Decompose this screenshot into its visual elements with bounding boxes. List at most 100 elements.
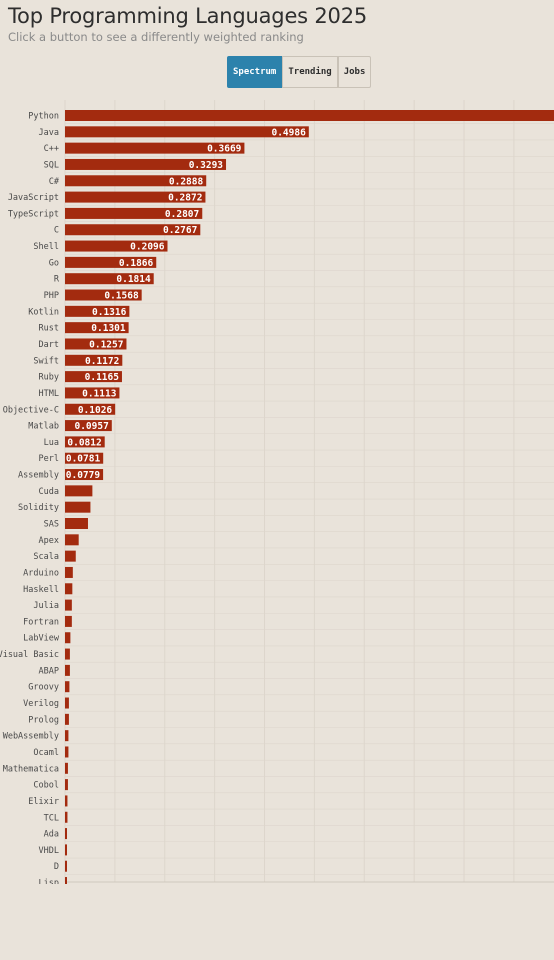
value-label: 0.1316 [92,307,127,318]
bar-webassembly[interactable] [65,730,69,742]
bar-shell[interactable] [65,240,168,252]
category-label: WebAssembly [3,732,59,742]
bar-matlab[interactable] [65,420,112,432]
category-label: Swift [33,356,59,366]
bar-julia[interactable] [65,599,72,611]
bar-perl[interactable] [65,452,104,464]
page-subtitle: Click a button to see a differently weig… [8,30,304,44]
bar-php[interactable] [65,289,142,301]
bar-kotlin[interactable] [65,305,130,317]
spectrum-button[interactable]: Spectrum [227,56,283,88]
category-label: LabView [23,634,60,644]
bar-lua[interactable] [65,436,105,448]
bar-dart[interactable] [65,338,127,350]
bar-haskell[interactable] [65,583,73,595]
bar-c-[interactable] [65,175,207,187]
value-label: 0.1301 [91,323,126,334]
bar-assembly[interactable] [65,469,104,481]
value-label: 0.2888 [169,176,204,187]
category-label: PHP [44,291,59,301]
bar-groovy[interactable] [65,681,70,693]
bar-vhdl[interactable] [65,844,67,856]
bar-mathematica[interactable] [65,762,68,774]
category-label: Scala [33,552,59,562]
value-label: 0.1165 [85,372,120,383]
category-label: TypeScript [8,209,59,219]
bar-python[interactable] [65,110,554,121]
bar-sql[interactable] [65,158,227,170]
bar-solidity[interactable] [65,501,91,513]
value-label: 0.1172 [85,356,119,367]
bar-elixir[interactable] [65,795,68,807]
bar-ada[interactable] [65,828,67,840]
value-label: 0.1113 [82,388,117,399]
value-label: 0.3293 [189,160,224,171]
category-label: SAS [44,520,59,530]
value-label: 0.1257 [89,339,123,350]
bar-swift[interactable] [65,354,123,366]
category-label: JavaScript [8,193,59,203]
category-label: Rust [39,324,59,334]
bar-lisp[interactable] [65,877,67,884]
category-label: Cuda [39,487,59,497]
category-label: Objective-C [3,405,59,415]
value-label: 0.3669 [207,144,242,155]
bar-sas[interactable] [65,518,88,529]
value-label: 0.2872 [168,193,202,204]
category-label: Arduino [23,568,59,578]
bar-html[interactable] [65,387,120,399]
bar-verilog[interactable] [65,697,69,709]
bar-java[interactable] [65,126,309,138]
category-label: Julia [33,601,59,611]
value-label: 0.4986 [271,127,306,138]
bar-cobol[interactable] [65,779,68,791]
trending-button[interactable]: Trending [282,56,338,88]
category-label: Elixir [28,797,59,807]
bar-objective-c[interactable] [65,403,116,415]
category-label: C++ [44,144,59,154]
category-label: ABAP [39,666,59,676]
category-label: Perl [39,454,59,464]
bar-javascript[interactable] [65,191,206,203]
bar-ruby[interactable] [65,371,122,383]
category-label: Assembly [18,471,59,481]
bar-visual-basic[interactable] [65,648,70,660]
bar-prolog[interactable] [65,713,69,725]
value-label: 0.1814 [116,274,151,285]
ranking-button-group: Spectrum Trending Jobs [227,56,372,88]
bar-tcl[interactable] [65,811,68,823]
bar-labview[interactable] [65,632,71,644]
category-label: HTML [39,389,59,399]
category-label: Lua [44,438,59,448]
value-label: 0.2096 [130,242,165,253]
ranking-bar-chart: Python Java 0.4986 C++ 0.3669 SQL 0.3293 C# 0.28… [0,100,554,884]
bar-c[interactable] [65,224,201,236]
category-label: C [54,226,59,236]
category-label: Haskell [23,585,59,595]
category-label: Cobol [33,781,59,791]
value-label: 0.1026 [78,405,113,416]
bar-c-[interactable] [65,142,245,154]
bar-scala[interactable] [65,550,76,562]
category-label: Apex [39,536,59,546]
value-label: 0.0781 [66,454,101,465]
category-label: TCL [44,813,59,823]
bar-rust[interactable] [65,322,129,334]
bar-typescript[interactable] [65,207,203,219]
bar-arduino[interactable] [65,566,73,578]
bar-r[interactable] [65,273,154,285]
bar-abap[interactable] [65,664,70,676]
value-label: 0.0812 [67,437,101,448]
bar-d[interactable] [65,860,67,872]
bar-go[interactable] [65,256,157,268]
value-label: 0.0779 [66,470,101,481]
bar-fortran[interactable] [65,615,72,627]
category-label: Ada [44,830,59,840]
category-label: Groovy [28,683,59,693]
bar-cuda[interactable] [65,485,93,497]
value-label: 0.2767 [163,225,197,236]
jobs-button[interactable]: Jobs [337,56,372,88]
category-label: Go [49,258,59,268]
bar-apex[interactable] [65,534,79,546]
bar-ocaml[interactable] [65,746,69,758]
